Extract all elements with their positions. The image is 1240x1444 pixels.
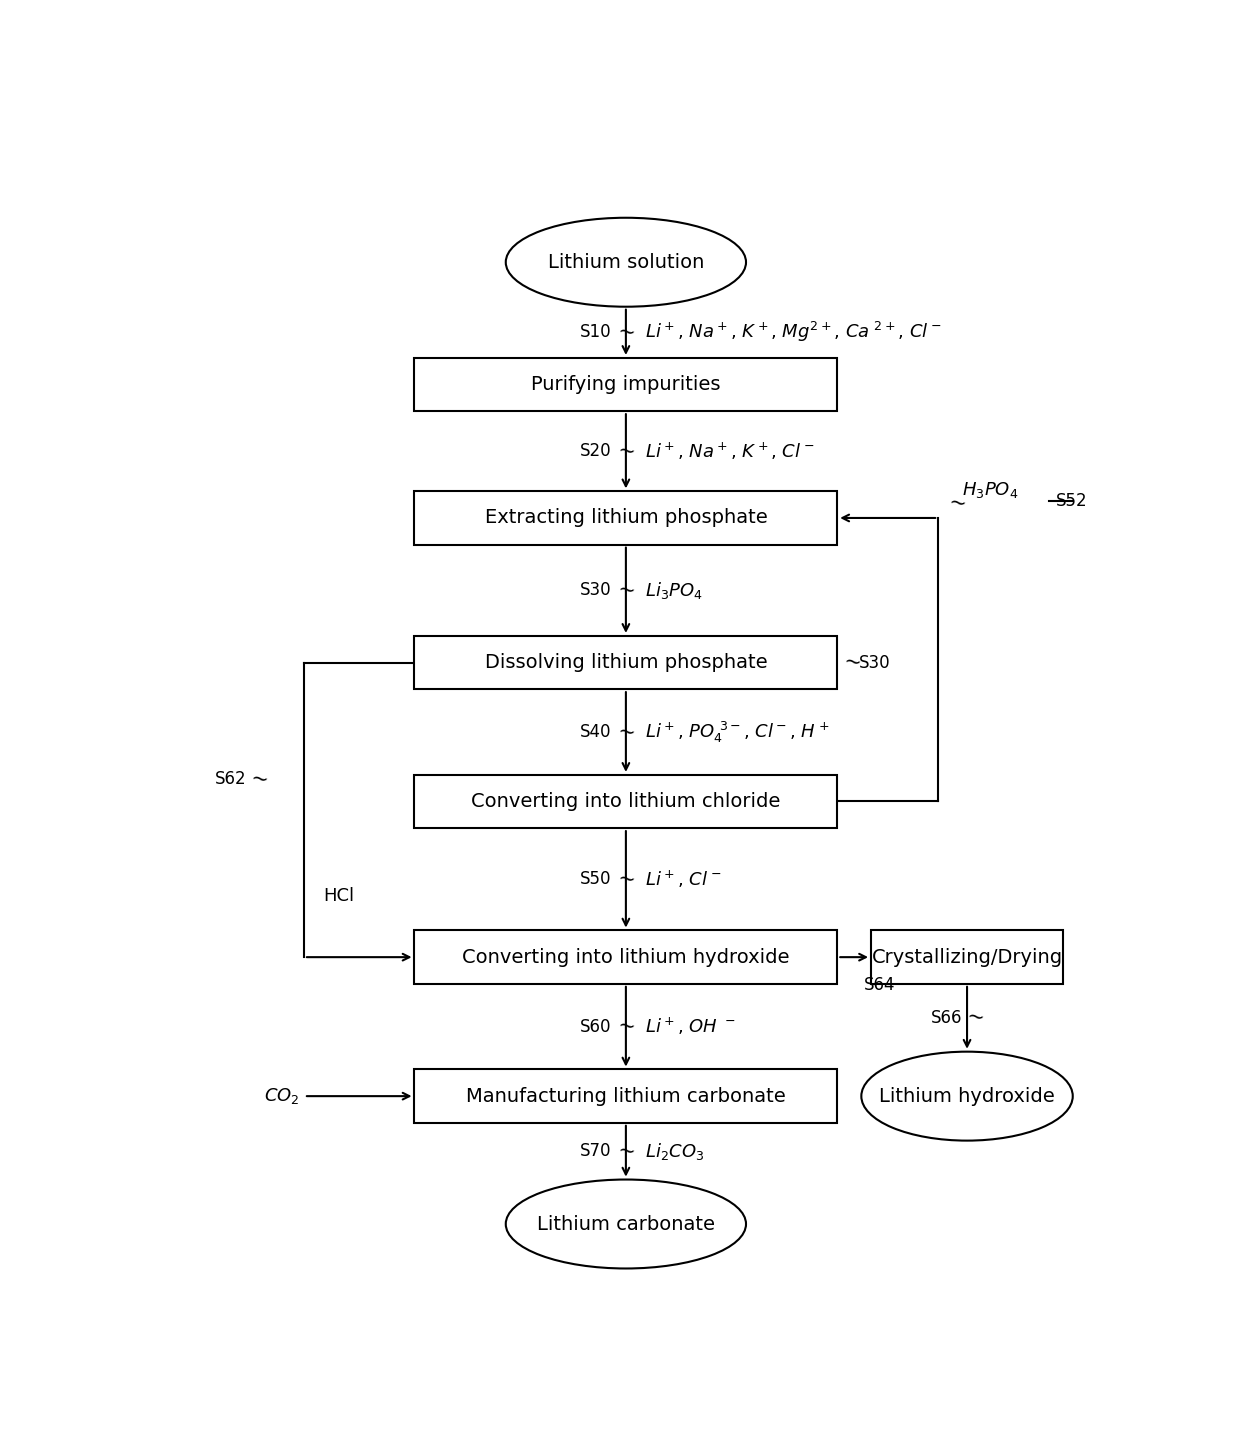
Text: ~: ~ xyxy=(842,651,863,674)
Ellipse shape xyxy=(862,1051,1073,1141)
Ellipse shape xyxy=(506,1180,746,1268)
Text: S20: S20 xyxy=(580,442,611,461)
Text: S66: S66 xyxy=(931,1009,962,1027)
Text: Lithium carbonate: Lithium carbonate xyxy=(537,1214,715,1233)
Text: $Li^+$, $Na^+$, $K^+$, $Mg^{2+}$, $Ca^{\ 2+}$, $Cl^-$: $Li^+$, $Na^+$, $K^+$, $Mg^{2+}$, $Ca^{\… xyxy=(645,321,942,344)
Text: S70: S70 xyxy=(580,1142,611,1160)
Text: $Li^+$, $Na^+$, $K^+$, $Cl^-$: $Li^+$, $Na^+$, $K^+$, $Cl^-$ xyxy=(645,440,815,462)
Text: ~: ~ xyxy=(616,321,637,344)
FancyBboxPatch shape xyxy=(414,1070,837,1123)
Text: Converting into lithium hydroxide: Converting into lithium hydroxide xyxy=(463,947,790,966)
Text: $Li_2CO_3$: $Li_2CO_3$ xyxy=(645,1141,704,1161)
FancyBboxPatch shape xyxy=(870,930,1063,983)
Text: S52: S52 xyxy=(1055,492,1087,510)
Text: S40: S40 xyxy=(580,723,611,741)
Text: $Li^+$, $OH^{\ -}$: $Li^+$, $OH^{\ -}$ xyxy=(645,1017,735,1037)
FancyBboxPatch shape xyxy=(414,775,837,829)
Text: Dissolving lithium phosphate: Dissolving lithium phosphate xyxy=(485,653,768,671)
Text: ~: ~ xyxy=(616,1015,637,1038)
Text: $Li^+$, $PO_4^{\ 3-}$, $Cl^-$, $H^+$: $Li^+$, $PO_4^{\ 3-}$, $Cl^-$, $H^+$ xyxy=(645,719,830,745)
Text: $CO_2$: $CO_2$ xyxy=(264,1086,299,1106)
Text: ~: ~ xyxy=(616,579,637,602)
Text: $Li_3PO_4$: $Li_3PO_4$ xyxy=(645,579,703,601)
Text: ~: ~ xyxy=(616,440,637,462)
Text: S30: S30 xyxy=(580,582,611,599)
Text: S10: S10 xyxy=(580,323,611,341)
Text: Lithium hydroxide: Lithium hydroxide xyxy=(879,1087,1055,1106)
Text: Extracting lithium phosphate: Extracting lithium phosphate xyxy=(485,508,768,527)
Text: ~: ~ xyxy=(947,492,967,516)
Text: $Li^+$, $Cl^-$: $Li^+$, $Cl^-$ xyxy=(645,869,722,890)
FancyBboxPatch shape xyxy=(414,635,837,689)
Text: Crystallizing/Drying: Crystallizing/Drying xyxy=(872,947,1063,966)
Text: S60: S60 xyxy=(580,1018,611,1035)
Ellipse shape xyxy=(506,218,746,306)
FancyBboxPatch shape xyxy=(414,358,837,412)
Text: Converting into lithium chloride: Converting into lithium chloride xyxy=(471,791,780,812)
Text: Lithium solution: Lithium solution xyxy=(548,253,704,271)
Text: S30: S30 xyxy=(858,654,890,671)
Text: S64: S64 xyxy=(864,976,895,993)
Text: S50: S50 xyxy=(580,871,611,888)
Text: HCl: HCl xyxy=(324,887,355,905)
Text: ~: ~ xyxy=(616,1139,637,1162)
Text: ~: ~ xyxy=(616,868,637,891)
FancyBboxPatch shape xyxy=(414,491,837,544)
FancyBboxPatch shape xyxy=(414,930,837,983)
Text: ~: ~ xyxy=(616,721,637,744)
Text: Purifying impurities: Purifying impurities xyxy=(531,375,720,394)
Text: Manufacturing lithium carbonate: Manufacturing lithium carbonate xyxy=(466,1087,786,1106)
Text: ~: ~ xyxy=(249,768,270,791)
Text: S62: S62 xyxy=(215,770,247,788)
Text: $H_3PO_4$: $H_3PO_4$ xyxy=(962,481,1018,500)
Text: ~: ~ xyxy=(965,1006,986,1030)
